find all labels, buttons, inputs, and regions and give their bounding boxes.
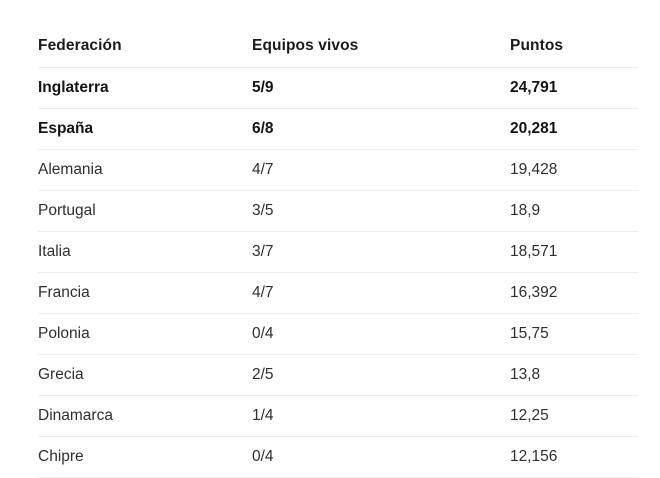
cell-federation: Francia (38, 272, 252, 314)
cell-teams-alive: 4/7 (252, 272, 510, 314)
cell-federation: Inglaterra (38, 67, 252, 109)
table-row: Italia 3/7 18,571 (38, 231, 638, 273)
cell-teams-alive: 6/8 (252, 108, 510, 150)
table-header-row: Federación Equipos vivos Puntos (38, 0, 638, 68)
table-row: Alemania 4/7 19,428 (38, 149, 638, 191)
federation-rankings-table: Federación Equipos vivos Puntos Inglater… (38, 0, 638, 478)
table-row: Portugal 3/5 18,9 (38, 190, 638, 232)
cell-points: 12,25 (510, 395, 638, 437)
table-row: Grecia 2/5 13,8 (38, 354, 638, 396)
cell-federation: Portugal (38, 190, 252, 232)
cell-teams-alive: 0/4 (252, 436, 510, 478)
cell-points: 12,156 (510, 436, 638, 478)
cell-federation: España (38, 108, 252, 150)
cell-points: 24,791 (510, 67, 638, 109)
table-row: Polonia 0/4 15,75 (38, 313, 638, 355)
table-row: Francia 4/7 16,392 (38, 272, 638, 314)
cell-teams-alive: 5/9 (252, 67, 510, 109)
cell-points: 20,281 (510, 108, 638, 150)
column-header-federation: Federación (38, 0, 252, 68)
cell-federation: Italia (38, 231, 252, 273)
cell-teams-alive: 3/7 (252, 231, 510, 273)
cell-points: 18,9 (510, 190, 638, 232)
table-row: Chipre 0/4 12,156 (38, 436, 638, 478)
table-row: Inglaterra 5/9 24,791 (38, 67, 638, 109)
cell-federation: Alemania (38, 149, 252, 191)
table-row: España 6/8 20,281 (38, 108, 638, 150)
table-header: Federación Equipos vivos Puntos (38, 0, 638, 68)
cell-points: 18,571 (510, 231, 638, 273)
cell-federation: Chipre (38, 436, 252, 478)
table-body: Inglaterra 5/9 24,791 España 6/8 20,281 Aleman… (38, 67, 638, 478)
cell-points: 13,8 (510, 354, 638, 396)
cell-federation: Polonia (38, 313, 252, 355)
cell-points: 15,75 (510, 313, 638, 355)
cell-points: 16,392 (510, 272, 638, 314)
column-header-teams-alive: Equipos vivos (252, 0, 510, 68)
cell-teams-alive: 4/7 (252, 149, 510, 191)
cell-teams-alive: 1/4 (252, 395, 510, 437)
cell-federation: Dinamarca (38, 395, 252, 437)
cell-teams-alive: 2/5 (252, 354, 510, 396)
table-row: Dinamarca 1/4 12,25 (38, 395, 638, 437)
column-header-points: Puntos (510, 0, 638, 68)
cell-teams-alive: 3/5 (252, 190, 510, 232)
cell-federation: Grecia (38, 354, 252, 396)
cell-points: 19,428 (510, 149, 638, 191)
cell-teams-alive: 0/4 (252, 313, 510, 355)
